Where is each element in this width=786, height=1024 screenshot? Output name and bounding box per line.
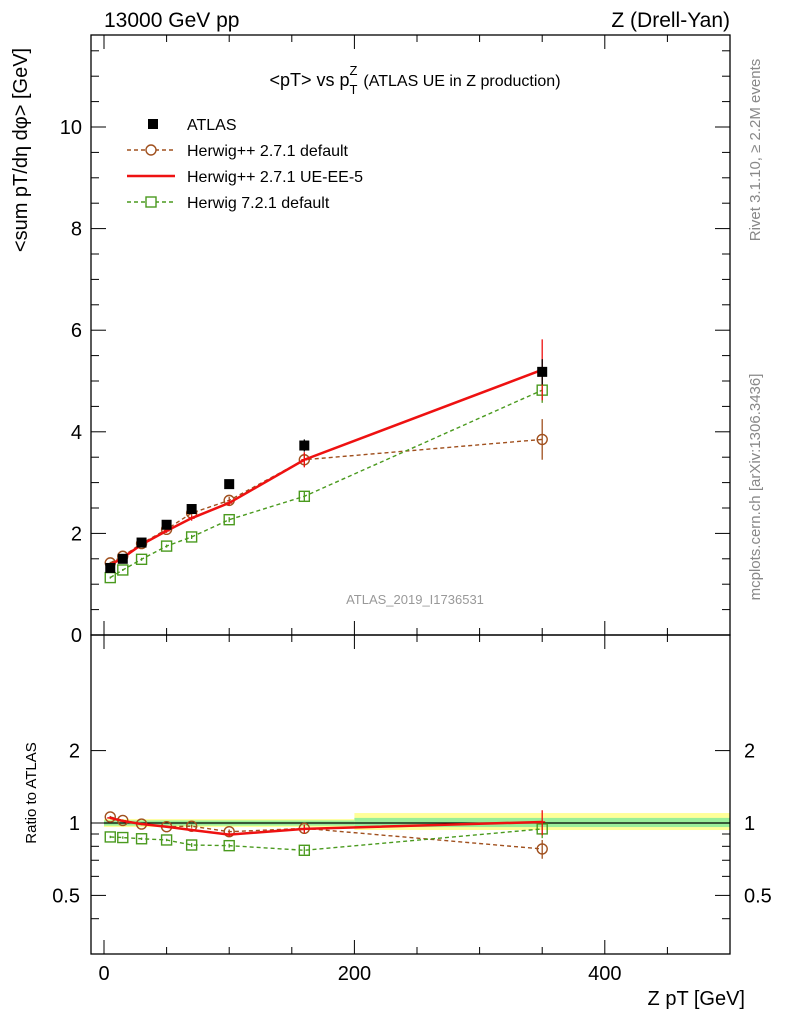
- series-line: [109, 438, 543, 564]
- data-point: [299, 440, 310, 451]
- ratio-y-tick-label: 2: [69, 741, 80, 763]
- data-point: [223, 839, 235, 852]
- series-line: [109, 816, 543, 836]
- ratio-y-axis-label: Ratio to ATLAS: [23, 742, 40, 843]
- legend-label: Herwig++ 2.7.1 UE-EE-5: [187, 169, 363, 186]
- legend-item: Herwig++ 2.7.1 default: [127, 143, 349, 160]
- data-point: [105, 562, 116, 573]
- main-title-sup: Z: [349, 63, 357, 78]
- x-axis-label: Z pT [GeV]: [648, 988, 745, 1010]
- ratio-frame: [90, 634, 731, 955]
- legend-marker: [145, 144, 157, 156]
- main-y-tick-label: 2: [71, 523, 82, 545]
- x-tick-label: 0: [98, 963, 109, 985]
- main-axis-ticks: [91, 35, 731, 636]
- rivet-version-label: Rivet 3.1.10, ≥ 2.2M events: [747, 59, 764, 242]
- data-point: [160, 834, 173, 846]
- ratio-y-tick-label-right: 1: [744, 813, 755, 835]
- main-series-group: [104, 339, 548, 584]
- series-atlas: [105, 359, 548, 573]
- data-point: [104, 811, 116, 823]
- data-point: [298, 490, 311, 503]
- mcplots-label: mcplots.cern.ch [arXiv:1306.3436]: [747, 374, 764, 601]
- header-right-label: Z (Drell-Yan): [611, 9, 730, 32]
- ratio-y-tick-label: 0.5: [52, 885, 80, 907]
- data-point: [537, 366, 548, 377]
- main-y-tick-label: 10: [60, 117, 82, 139]
- header-left-label: 13000 GeV pp: [104, 9, 239, 32]
- legend-marker: [145, 196, 157, 208]
- main-title-paren: (ATLAS UE in Z production): [363, 73, 560, 90]
- data-point: [117, 564, 129, 576]
- data-point: [160, 540, 173, 552]
- ratio-y-tick-label-right: 0.5: [744, 885, 772, 907]
- series-herwig-7-2-1-default: [104, 377, 548, 584]
- data-point: [135, 833, 148, 845]
- ratio-series-group: [104, 810, 548, 859]
- main-title-sub: T: [350, 82, 358, 97]
- data-point: [161, 519, 172, 530]
- ratio-panel: 0.5 0.5 1 1 2 2 0 200 400 Ratio to ATLAS Z pT […: [23, 634, 772, 1010]
- main-y-axis-label: <sum pT/dη dφ> [GeV]: [10, 48, 32, 252]
- legend-label: Herwig++ 2.7.1 default: [187, 143, 349, 160]
- main-y-tick-labels: 0 2 4 6 8 10: [60, 117, 82, 647]
- main-y-tick-label: 6: [71, 320, 82, 342]
- legend-item: Herwig 7.2.1 default: [127, 195, 330, 212]
- data-point: [186, 504, 197, 515]
- x-tick-label: 400: [588, 963, 621, 985]
- ratio-axis-ticks: [91, 635, 731, 954]
- ratio-y-tick-label: 1: [69, 813, 80, 835]
- ratio-y-tick-labels: 0.5 0.5 1 1 2 2: [52, 741, 772, 908]
- data-point: [536, 433, 548, 446]
- legend-label: ATLAS: [187, 117, 237, 134]
- main-title: <pT> vs pTZ (ATLAS UE in Z production): [269, 63, 560, 97]
- series-herwig-2-7-1-ue-ee-5: [107, 810, 546, 837]
- data-point: [117, 831, 129, 844]
- data-point: [224, 479, 235, 490]
- x-tick-labels: 0 200 400: [98, 963, 621, 985]
- data-point: [298, 844, 311, 856]
- data-point: [223, 513, 235, 526]
- main-title-text: <pT> vs p: [269, 70, 349, 90]
- ratio-uncertainty-bands: [104, 813, 730, 831]
- series-herwig-2-7-1-ue-ee-5: [107, 339, 546, 566]
- data-point: [117, 553, 128, 564]
- watermark-label: ATLAS_2019_I1736531: [346, 592, 484, 607]
- data-point: [185, 839, 198, 851]
- legend: ATLAS Herwig++ 2.7.1 default Herwig++ 2.7.…: [127, 117, 363, 212]
- data-point: [536, 843, 548, 855]
- data-point: [136, 537, 147, 548]
- series-line: [109, 389, 543, 579]
- ratio-y-tick-label-right: 2: [744, 741, 755, 763]
- main-y-tick-label: 0: [71, 625, 82, 647]
- legend-marker: [148, 119, 158, 129]
- x-tick-label: 200: [338, 963, 371, 985]
- series-line: [110, 828, 543, 852]
- legend-label: Herwig 7.2.1 default: [187, 195, 330, 212]
- legend-item: Herwig++ 2.7.1 UE-EE-5: [127, 169, 363, 186]
- data-point: [135, 553, 148, 566]
- data-point: [185, 531, 198, 543]
- legend-item: ATLAS: [148, 117, 237, 134]
- main-y-tick-label: 4: [71, 422, 82, 444]
- main-panel: 0 2 4 6 8 10 <pT> vs pTZ (ATLAS UE in Z produc…: [10, 34, 731, 647]
- main-y-tick-label: 8: [71, 219, 82, 241]
- series-line: [109, 368, 543, 566]
- data-point: [104, 831, 116, 843]
